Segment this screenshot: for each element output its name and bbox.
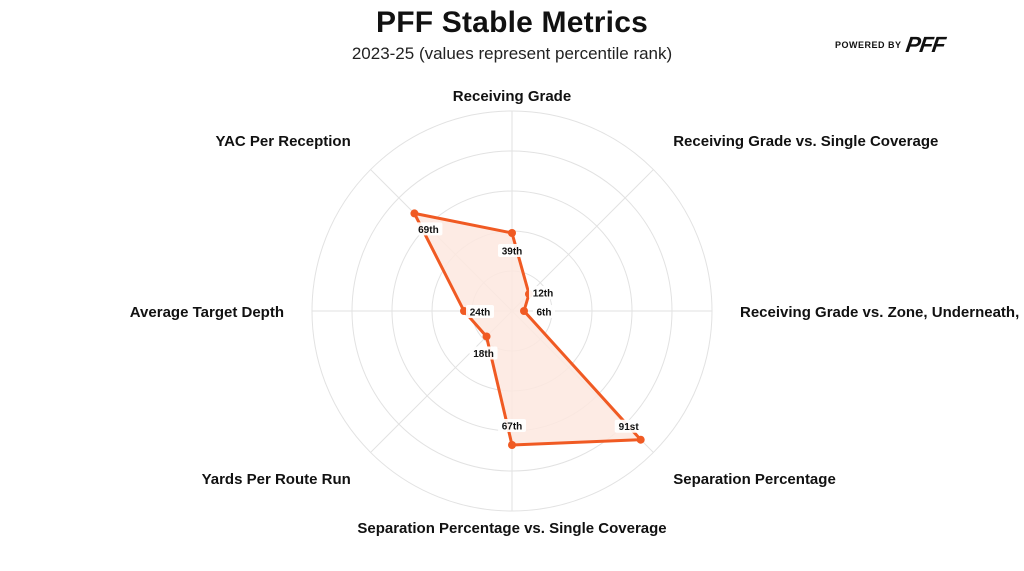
axis-label-1: Receiving Grade [453, 88, 571, 105]
axis-label-7: Average Target Depth [130, 304, 284, 321]
value-label-bg-5 [498, 419, 526, 432]
chart-subtitle: 2023-25 (values represent percentile ran… [351, 44, 673, 63]
value-label-6: 18th [473, 349, 494, 360]
data-point-5 [508, 441, 516, 449]
data-point-3 [520, 307, 528, 315]
data-point-6 [482, 332, 491, 341]
axis-label-3: Receiving Grade vs. Zone, Underneath, [740, 304, 1019, 321]
value-label-bg-3 [533, 305, 555, 318]
data-point-8 [410, 209, 419, 218]
axis-label-2: Receiving Grade vs. Single Coverage [673, 133, 938, 150]
axis-label-5: Separation Percentage vs. Single Coverag… [357, 520, 666, 537]
value-label-2: 12th [533, 289, 554, 300]
value-label-7: 24th [470, 308, 491, 319]
value-label-bg-7 [466, 305, 494, 318]
powered-by-text: POWERED BY [835, 40, 902, 50]
value-label-1: 39th [502, 247, 523, 258]
axis-label-4: Separation Percentage [673, 471, 836, 488]
axis-label-8: YAC Per Reception [215, 133, 350, 150]
value-label-bg-2 [528, 286, 557, 300]
value-label-bg-6 [469, 346, 498, 360]
series-polygon [412, 211, 643, 447]
axis-label-6: Yards Per Route Run [202, 471, 351, 488]
value-label-5: 67th [502, 422, 523, 433]
value-label-bg-1 [498, 244, 526, 257]
pff-brand: POWERED BY PFF [835, 32, 946, 58]
data-point-1 [508, 229, 516, 237]
chart-title: PFF Stable Metrics [375, 6, 648, 39]
value-label-8: 69th [418, 225, 439, 236]
value-label-3: 6th [537, 308, 552, 319]
value-label-4: 91st [619, 422, 640, 433]
value-label-bg-4 [614, 419, 643, 433]
data-point-4 [636, 435, 645, 444]
value-label-bg-8 [414, 222, 443, 236]
